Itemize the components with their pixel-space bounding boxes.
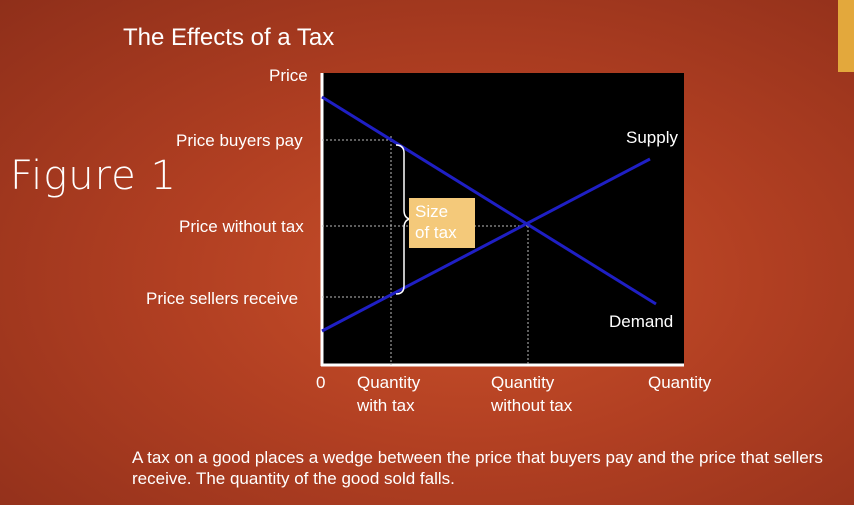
accent-bar	[838, 0, 854, 72]
tax-box-line2: of tax	[415, 223, 457, 242]
price-buyers-pay-label: Price buyers pay	[176, 131, 303, 150]
qty-without-tax-label-2: without tax	[491, 396, 573, 415]
y-axis-label: Price	[269, 66, 308, 85]
tax-box-line1: Size	[415, 202, 449, 221]
qty-with-tax-label-1: Quantity	[357, 373, 421, 392]
x-axis-label: Quantity	[648, 373, 712, 392]
price-without-tax-label: Price without tax	[179, 217, 304, 236]
caption: A tax on a good places a wedge between t…	[132, 448, 823, 488]
qty-without-tax-label-1: Quantity	[491, 373, 555, 392]
demand-label: Demand	[609, 312, 674, 331]
qty-with-tax-label-2: with tax	[357, 396, 415, 415]
origin-label: 0	[316, 373, 326, 392]
figure-label: Figure 1	[10, 153, 177, 199]
plot-area	[322, 73, 684, 365]
slide-title: The Effects of a Tax	[123, 24, 335, 51]
price-sellers-receive-label: Price sellers receive	[146, 289, 299, 308]
supply-curve	[321, 157, 651, 333]
demand-curve	[321, 95, 657, 306]
supply-label: Supply	[626, 128, 678, 147]
size-of-tax-box: Size of tax	[409, 198, 475, 248]
